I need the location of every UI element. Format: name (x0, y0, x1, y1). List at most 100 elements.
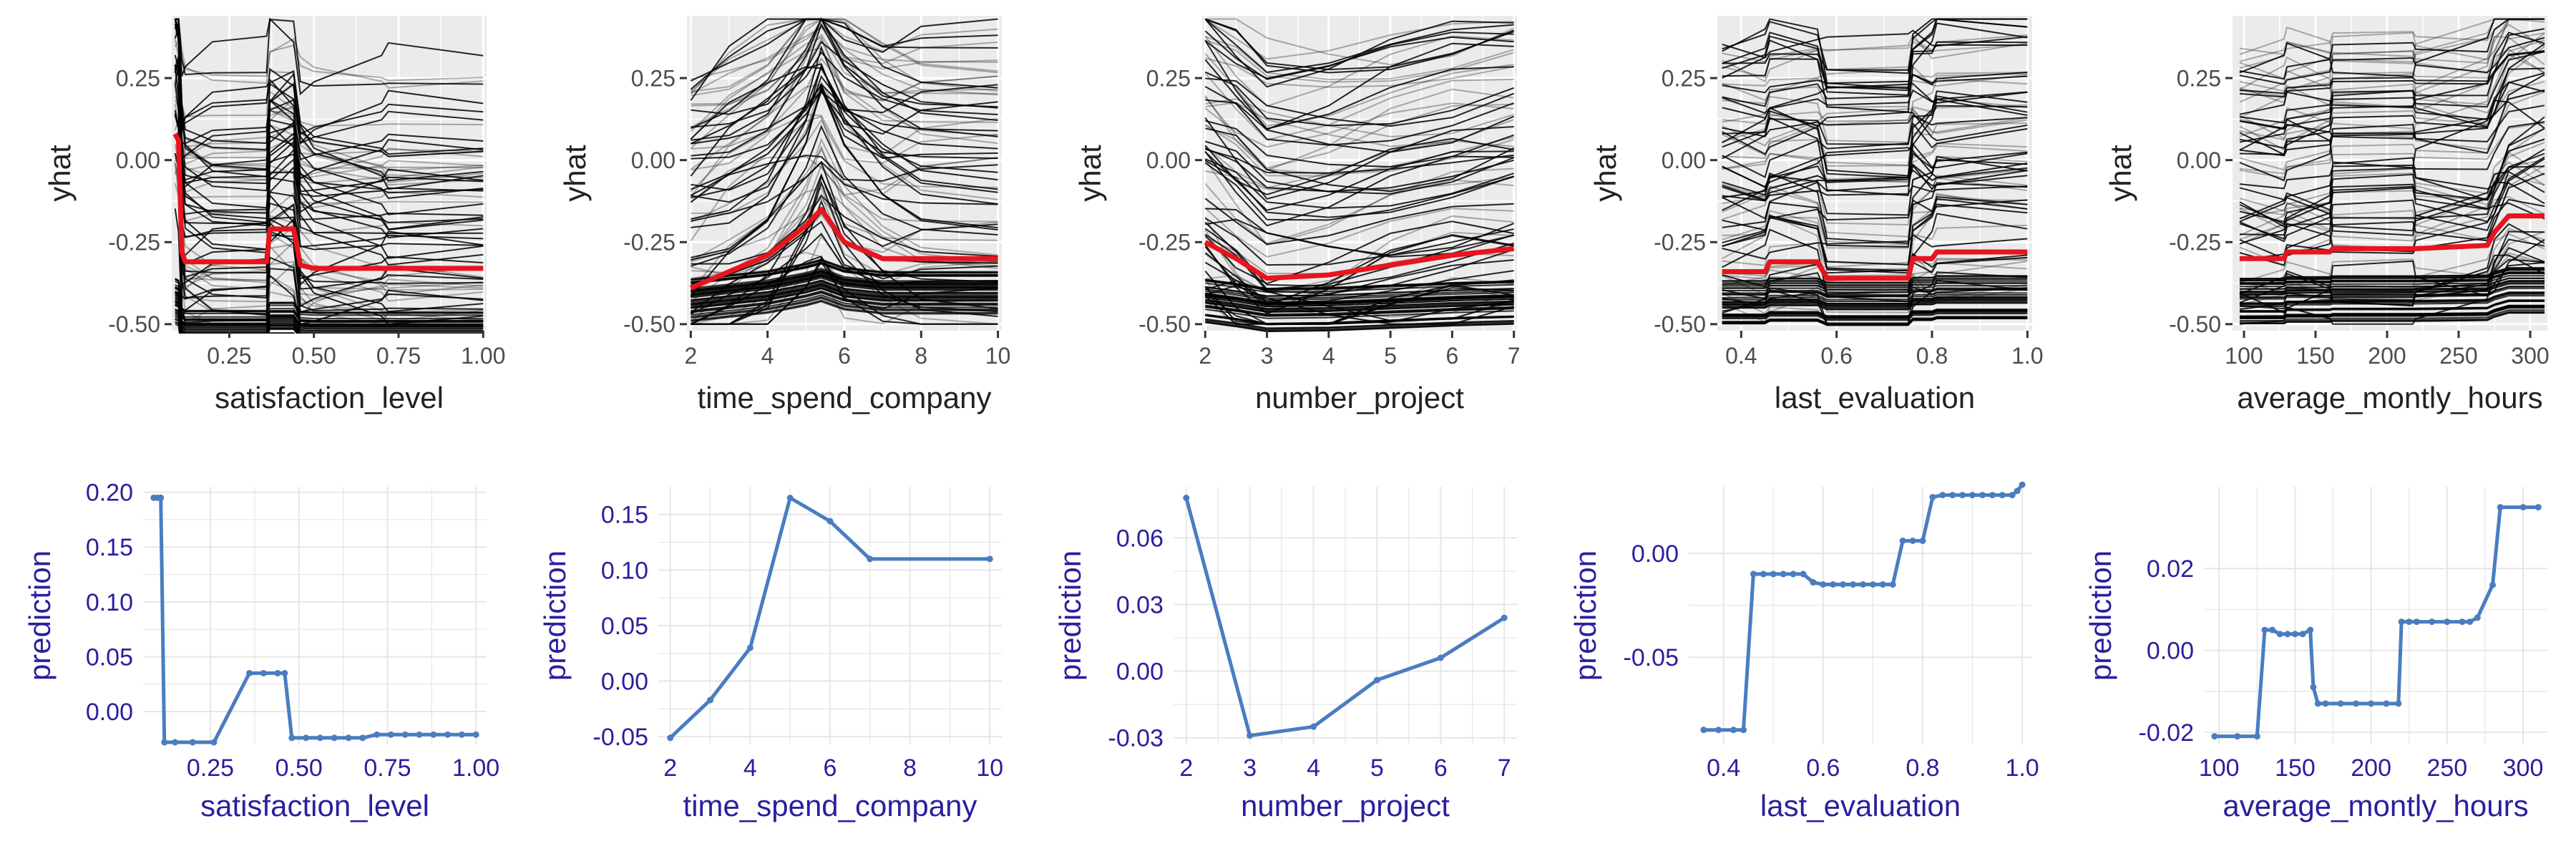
ice-curve (1722, 163, 2028, 201)
ice-curve (1205, 77, 1515, 127)
x-tick-label: 300 (2503, 754, 2544, 782)
pdp-line (1703, 483, 2024, 732)
ice-curve (2239, 122, 2545, 175)
ice-curve (1205, 280, 1514, 291)
pdp-point (1820, 581, 1827, 588)
ice-curve (2240, 277, 2545, 290)
ice-curve (691, 258, 998, 280)
x-tick-label: 4 (743, 754, 757, 782)
ice-curve (1204, 233, 1515, 295)
y-tick-label: -0.02 (2139, 719, 2195, 747)
pdp-point (1949, 492, 1956, 499)
ice-curve (1204, 228, 1514, 287)
ice-curve (2239, 228, 2545, 306)
pdp-point (1437, 654, 1444, 661)
ice-curve (1722, 224, 2028, 271)
ice-curve (1722, 280, 2028, 288)
pdp-point (345, 734, 352, 742)
ice-curve (691, 51, 998, 128)
ice-curve (691, 273, 998, 295)
ice-curve (1204, 88, 1514, 172)
ice-curve (691, 268, 998, 289)
chart-panel-4: -0.50 -0.25 0.00 0.25 0.4 0.6 0.8 1.0 last_evalu… (1589, 16, 2044, 414)
ice-curve (1722, 262, 2028, 300)
ice-curve (691, 271, 998, 293)
ice-curve (1204, 207, 1514, 258)
ice-curve (1205, 295, 1514, 306)
ice-curve (1205, 127, 1515, 193)
ice-curve (1205, 302, 1514, 313)
x-axis-label: number_project (1255, 381, 1464, 414)
ice-curve (1722, 111, 2028, 155)
ice-curve (691, 294, 998, 316)
ice-curve (691, 183, 998, 276)
ice-curve (1204, 35, 1514, 107)
y-axis-label: prediction (1053, 550, 1087, 681)
pdp-point (1373, 676, 1380, 684)
ice-curve (1722, 233, 2028, 260)
pdp-average-line (2240, 213, 2545, 261)
x-tick-label: 0.25 (207, 343, 251, 369)
pdp-point (2322, 700, 2329, 707)
ice-curve (2240, 307, 2545, 319)
pdp-point (1979, 492, 1986, 499)
ice-curve (1204, 145, 1514, 211)
ice-curve (2239, 18, 2545, 80)
pdp-point (2299, 631, 2306, 638)
x-tick-label: 2 (684, 343, 697, 369)
ice-curve (691, 290, 998, 312)
y-tick-label: 0.00 (1662, 147, 1706, 173)
ice-curve (1205, 318, 1514, 329)
ice-curve (1722, 18, 2028, 96)
pdp-point (1969, 492, 1976, 499)
ice-curve (175, 308, 296, 334)
ice-curve (1205, 293, 1514, 304)
y-tick-label: 0.03 (1116, 591, 1163, 618)
ice-curve (1205, 282, 1514, 293)
ice-curve (691, 281, 998, 303)
ice-curve (1722, 34, 2028, 82)
chart-panel-1: -0.50 -0.25 0.00 0.25 0.25 0.50 0.75 1.00 satisf… (43, 16, 505, 414)
x-axis-label: average_montly_hours (2237, 381, 2542, 414)
pdp-point (331, 734, 338, 742)
ice-curve (691, 291, 998, 313)
y-tick-label: 0.02 (2147, 555, 2194, 583)
ice-curve (690, 155, 998, 196)
x-tick-label: 7 (1498, 754, 1511, 782)
ice-curve (1722, 122, 2028, 178)
pdp-point (1929, 494, 1936, 501)
y-tick-label: -0.25 (1138, 229, 1191, 255)
pdp-point (374, 731, 381, 738)
ice-curve (691, 286, 998, 309)
ice-curve (691, 194, 998, 265)
ice-curve (175, 18, 484, 82)
ice-curve (690, 18, 998, 101)
ice-curve (2239, 24, 2545, 110)
x-tick-label: 0.8 (1906, 754, 1939, 782)
ice-curve (1722, 309, 2028, 317)
y-tick-label: 0.00 (1631, 540, 1679, 568)
ice-curve (691, 297, 998, 319)
x-tick-label: 10 (976, 754, 1003, 782)
ice-curve (2239, 170, 2545, 232)
pdp-point (430, 731, 437, 738)
x-tick-label: 6 (1434, 754, 1448, 782)
ice-curve (1205, 120, 1515, 168)
ice-curve (2239, 74, 2545, 182)
ice-curve (1722, 41, 2028, 63)
ice-curve (1722, 98, 2028, 196)
ice-curve (174, 19, 484, 135)
pdp-point (986, 555, 993, 563)
ice-curve (175, 286, 484, 322)
ice-curve (1204, 217, 1514, 266)
ice-curve (1722, 194, 2028, 266)
pdp-point (161, 739, 168, 746)
ice-curve (691, 272, 998, 294)
y-tick-label: 0.25 (1662, 65, 1706, 91)
ice-curves (1722, 18, 2028, 326)
ice-curve (1722, 292, 2028, 301)
pdp-point (444, 731, 452, 738)
ice-curve (691, 26, 998, 80)
ice-curve (1205, 286, 1514, 297)
